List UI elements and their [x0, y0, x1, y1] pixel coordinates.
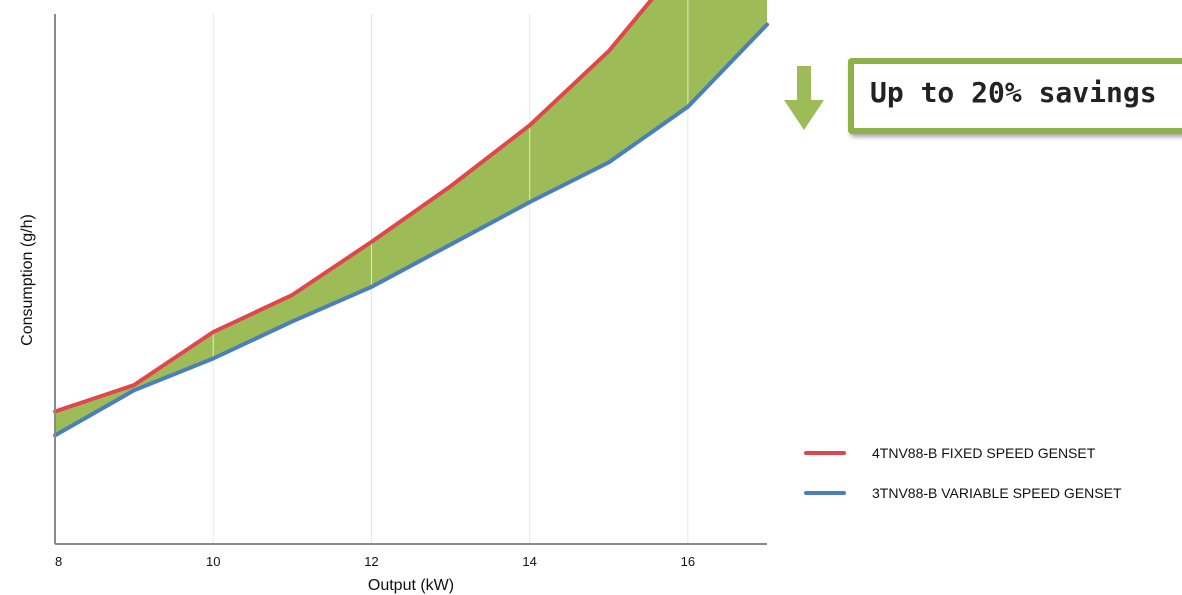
y-axis-label: Consumption (g/h) [19, 214, 36, 346]
down-arrow-icon [784, 66, 824, 130]
legend-swatch-variable [804, 491, 846, 495]
savings-callout-text: Up to 20% savings [870, 76, 1157, 109]
x-tick-label: 10 [206, 554, 220, 569]
x-tick-label: 12 [364, 554, 378, 569]
legend-label-variable: 3TNV88-B VARIABLE SPEED GENSET [872, 485, 1122, 501]
x-axis-label: Output (kW) [368, 577, 454, 594]
x-tick-label: 8 [55, 554, 62, 569]
series-line-variable-speed [53, 22, 769, 438]
series-lines [53, 0, 769, 438]
legend-label-fixed: 4TNV88-B FIXED SPEED GENSET [872, 445, 1096, 461]
legend-item-fixed: 4TNV88-B FIXED SPEED GENSET [804, 443, 1122, 463]
x-tick-labels: 8 10 12 14 16 [55, 554, 695, 569]
inner-grid [212, 0, 689, 359]
legend-item-variable: 3TNV88-B VARIABLE SPEED GENSET [804, 483, 1122, 503]
savings-area [55, 0, 767, 436]
legend-swatch-fixed [804, 451, 846, 455]
series-line-fixed-speed [53, 0, 654, 414]
legend: 4TNV88-B FIXED SPEED GENSET 3TNV88-B VAR… [804, 443, 1122, 503]
x-tick-label: 14 [522, 554, 536, 569]
x-tick-label: 16 [681, 554, 695, 569]
savings-callout: Up to 20% savings [848, 58, 1182, 134]
